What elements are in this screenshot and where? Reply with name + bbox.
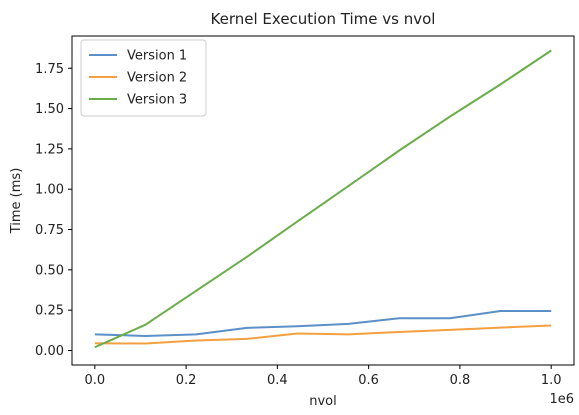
y-tick-label: 1.00	[35, 183, 64, 198]
x-tick-label: 0.0	[84, 373, 105, 388]
y-tick-label: 1.75	[35, 62, 64, 77]
y-axis: 0.00 0.25 0.50 0.75 1.00 1.25 1.50 1.75	[35, 62, 72, 359]
y-tick-label: 0.75	[35, 223, 64, 238]
x-tick-label: 0.8	[450, 373, 471, 388]
legend: Version 1 Version 2 Version 3	[80, 39, 207, 117]
x-axis-label: nvol	[309, 394, 337, 409]
legend-label: Version 1	[127, 49, 187, 64]
y-tick-label: 0.50	[35, 263, 64, 278]
x-axis: 0.0 0.2 0.4 0.6 0.8 1.0	[84, 365, 562, 388]
y-tick-label: 0.00	[35, 344, 64, 359]
legend-label: Version 3	[127, 93, 187, 108]
legend-box	[80, 39, 207, 117]
y-tick-label: 1.50	[35, 102, 64, 117]
series-line-1	[94, 309, 552, 337]
x-tick-label: 0.2	[176, 373, 197, 388]
plot-area	[71, 35, 575, 366]
series-line-2	[94, 324, 552, 345]
x-tick-label: 0.6	[358, 373, 379, 388]
chart-title: Kernel Execution Time vs nvol	[211, 10, 436, 28]
y-tick-label: 1.25	[35, 142, 64, 157]
legend-label: Version 2	[127, 71, 187, 86]
x-tick-label: 1.0	[541, 373, 562, 388]
series-line-3	[94, 49, 552, 349]
x-tick-label: 0.4	[267, 373, 288, 388]
y-tick-label: 0.25	[35, 304, 64, 319]
plot-frame	[71, 35, 575, 366]
x-axis-offset-label: 1e6	[549, 392, 574, 407]
y-axis-label: Time (ms)	[9, 168, 24, 235]
